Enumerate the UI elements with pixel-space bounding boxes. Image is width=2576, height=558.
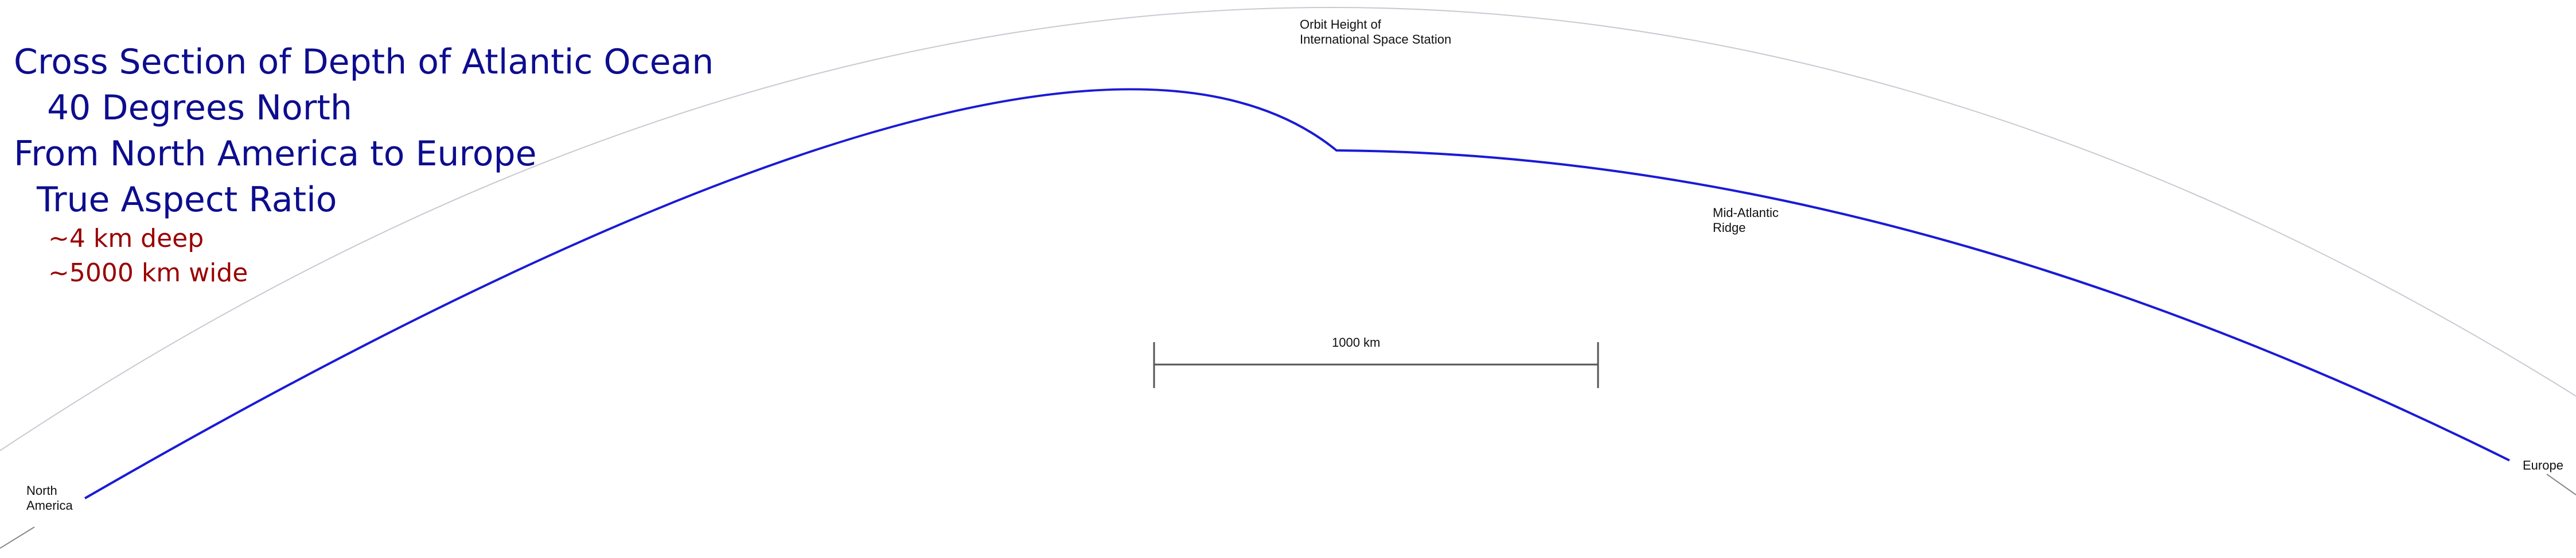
mid-atlantic-ridge-label: Mid-Atlantic Ridge — [1713, 206, 1779, 236]
depth-note: ~4 km deep — [48, 224, 204, 253]
iss-orbit-arc — [0, 6, 2576, 451]
scale-bar-label: 1000 km — [1332, 335, 1381, 350]
title-line-3: From North America to Europe — [14, 134, 537, 174]
title-line-4: True Aspect Ratio — [37, 180, 337, 220]
title-line-2: 40 Degrees North — [47, 88, 352, 128]
ridge-label-line-1: Mid-Atlantic — [1713, 206, 1779, 220]
title-line-1: Cross Section of Depth of Atlantic Ocean — [14, 42, 714, 82]
scale-bar — [1153, 342, 1599, 388]
north-america-label: North America — [26, 483, 73, 514]
europe-coastline — [2546, 474, 2576, 495]
north-america-label-line-1: North — [26, 483, 57, 498]
ridge-label-line-2: Ridge — [1713, 220, 1746, 235]
width-note: ~5000 km wide — [48, 258, 248, 288]
europe-label-text: Europe — [2523, 458, 2563, 472]
north-america-coastline — [0, 526, 35, 549]
north-america-label-line-2: America — [26, 498, 73, 513]
europe-label: Europe — [2523, 458, 2563, 473]
orbit-height-label: Orbit Height of International Space Stat… — [1300, 17, 1451, 48]
ocean-depth-profile — [84, 88, 2510, 499]
orbit-label-line-1: Orbit Height of — [1300, 17, 1381, 32]
orbit-label-line-2: International Space Station — [1300, 32, 1452, 47]
